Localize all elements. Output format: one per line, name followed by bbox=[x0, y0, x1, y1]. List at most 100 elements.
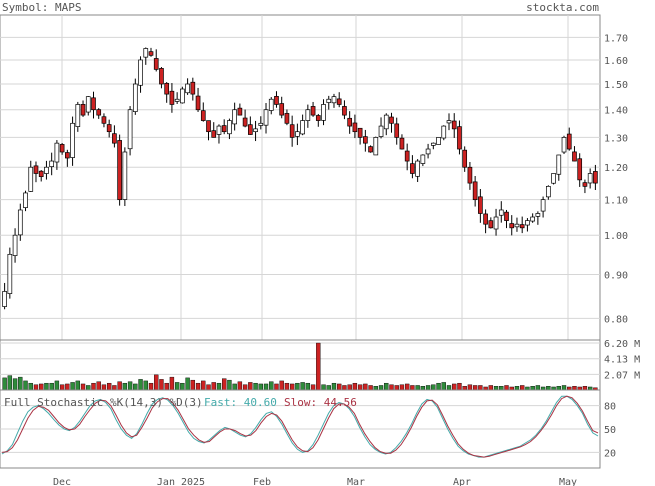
x-tick-label: Apr bbox=[453, 477, 471, 486]
candle-down bbox=[566, 133, 572, 150]
candle-down bbox=[478, 196, 483, 214]
candle-up bbox=[54, 142, 60, 163]
candle-up bbox=[295, 131, 300, 137]
volume-bar bbox=[331, 382, 337, 391]
candle-down bbox=[457, 126, 462, 150]
candle-down bbox=[342, 106, 347, 116]
volume-bar bbox=[44, 382, 49, 391]
candle-down bbox=[237, 107, 243, 116]
price-tick-label: 1.50 bbox=[604, 80, 628, 91]
volume-bar bbox=[211, 382, 216, 391]
volume-bar bbox=[232, 383, 237, 391]
volume-bar bbox=[75, 380, 80, 391]
candle-down bbox=[200, 110, 206, 121]
candle-down bbox=[488, 220, 494, 229]
volume-bar bbox=[190, 379, 196, 391]
volume-bar bbox=[373, 386, 378, 391]
candle-down bbox=[153, 58, 159, 70]
candle-up bbox=[263, 109, 269, 126]
volume-bar bbox=[12, 378, 18, 391]
candle-down bbox=[462, 149, 468, 168]
volume-bar bbox=[206, 384, 211, 391]
candle-up bbox=[551, 173, 556, 184]
price-tick-label: 1.40 bbox=[604, 106, 628, 117]
volume-bar bbox=[180, 382, 185, 391]
volume-bar bbox=[253, 382, 258, 391]
volume-bar bbox=[49, 382, 54, 391]
candle-up bbox=[232, 109, 237, 125]
candle-down bbox=[289, 124, 295, 138]
volume-bar bbox=[347, 384, 352, 391]
candle-up bbox=[535, 213, 541, 217]
candle-up bbox=[143, 48, 149, 58]
volume-bar bbox=[201, 380, 206, 391]
fast-label: Fast: 40.60 bbox=[204, 396, 277, 409]
volume-bar bbox=[378, 385, 384, 391]
volume-bar bbox=[54, 380, 60, 391]
x-tick-label: Dec bbox=[53, 477, 71, 486]
candle-down bbox=[59, 144, 65, 153]
volume-bar bbox=[159, 379, 164, 391]
volume-bar bbox=[86, 385, 91, 391]
volume-bar bbox=[195, 382, 201, 391]
volume-bar bbox=[28, 382, 33, 391]
candle-down bbox=[164, 82, 170, 95]
stochastic-line-slow bbox=[1, 395, 599, 458]
candle-down bbox=[38, 170, 44, 178]
candle-up bbox=[185, 83, 190, 94]
x-tick-label: Feb bbox=[253, 477, 271, 486]
candle-down bbox=[593, 171, 598, 184]
candle-down bbox=[159, 68, 164, 85]
volume-bar bbox=[420, 386, 426, 391]
volume-bar bbox=[561, 385, 567, 391]
brand-label: stockta.com bbox=[526, 1, 599, 14]
volume-bar bbox=[101, 384, 107, 391]
candle-up bbox=[85, 96, 91, 113]
volume-bar bbox=[122, 382, 128, 391]
x-tick-label: Mar bbox=[347, 477, 365, 486]
volume-bar bbox=[352, 382, 358, 391]
volume-bar bbox=[80, 383, 86, 391]
volume-bar bbox=[300, 382, 305, 391]
volume-panel: 6.20 M 4.13 M 2.07 M bbox=[0, 339, 640, 391]
candle-up bbox=[331, 96, 337, 104]
candle-up bbox=[216, 125, 222, 135]
volume-bar bbox=[7, 375, 13, 391]
candle-up bbox=[28, 166, 34, 192]
stochastic-lines bbox=[1, 395, 599, 458]
x-tick-label: May bbox=[559, 477, 577, 486]
price-frame bbox=[0, 14, 601, 341]
candle-down bbox=[519, 224, 525, 229]
candle-up bbox=[425, 148, 431, 155]
volume-bar bbox=[384, 382, 389, 391]
x-tick-label: Jan 2025 bbox=[157, 477, 205, 486]
candle-down bbox=[247, 124, 253, 135]
candle-up bbox=[561, 137, 567, 153]
volume-bar bbox=[415, 385, 420, 391]
volume-bar bbox=[467, 384, 473, 391]
candle-up bbox=[441, 125, 447, 139]
candle-down bbox=[284, 113, 290, 124]
candle-down bbox=[80, 104, 86, 116]
volume-bar bbox=[368, 385, 373, 391]
price-tick-label: 1.20 bbox=[604, 163, 628, 174]
volume-bar bbox=[143, 380, 148, 391]
volume-bar bbox=[441, 382, 446, 391]
volume-bar bbox=[504, 385, 509, 391]
volume-bar bbox=[133, 383, 138, 391]
volume-bar bbox=[279, 380, 284, 391]
volume-bar bbox=[258, 383, 263, 391]
volume-bar bbox=[472, 385, 478, 391]
candles bbox=[2, 47, 598, 310]
volume-bar bbox=[138, 379, 143, 391]
candle-down bbox=[106, 124, 112, 133]
volume-bar bbox=[310, 384, 316, 391]
volume-bar bbox=[404, 383, 410, 391]
volume-bar bbox=[91, 382, 96, 391]
candle-up bbox=[415, 160, 420, 177]
volume-bar bbox=[216, 382, 222, 391]
candle-down bbox=[315, 115, 321, 121]
volume-bar bbox=[457, 382, 462, 391]
volume-bar bbox=[222, 378, 227, 391]
candle-down bbox=[389, 116, 394, 124]
